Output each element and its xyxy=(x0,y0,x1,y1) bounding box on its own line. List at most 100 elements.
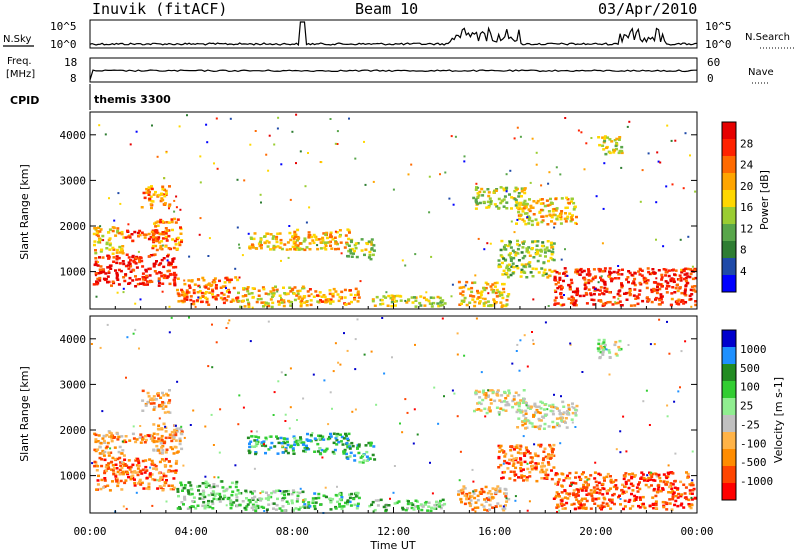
heatmap-cell xyxy=(416,433,419,436)
heatmap-cell xyxy=(595,491,599,494)
heatmap-cell xyxy=(390,294,394,297)
heatmap-cell xyxy=(120,466,124,470)
heatmap-cell xyxy=(399,295,403,298)
heatmap-cell xyxy=(278,246,282,249)
heatmap-cell xyxy=(542,271,546,274)
heatmap-cell xyxy=(531,458,534,461)
heatmap-cell xyxy=(291,245,295,249)
heatmap-cell xyxy=(207,287,211,290)
heatmap-cell xyxy=(531,275,535,278)
heatmap-cell xyxy=(201,504,205,508)
heatmap-cell xyxy=(414,305,418,308)
heatmap-cell xyxy=(549,243,553,247)
heatmap-cell xyxy=(556,407,559,410)
heatmap-cell xyxy=(206,482,210,485)
heatmap-cell xyxy=(254,441,258,445)
heatmap-cell xyxy=(165,221,169,224)
nsky-tick-top: 10^5 xyxy=(50,20,77,33)
heatmap-cell xyxy=(267,320,270,323)
heatmap-cell xyxy=(108,431,112,434)
heatmap-cell xyxy=(525,202,529,206)
heatmap-cell xyxy=(414,299,418,302)
heatmap-cell xyxy=(247,301,251,305)
heatmap-cell xyxy=(659,161,662,164)
heatmap-cell xyxy=(277,303,281,306)
heatmap-cell xyxy=(672,278,676,281)
heatmap-cell xyxy=(246,298,249,302)
heatmap-cell xyxy=(343,448,347,452)
heatmap-cell xyxy=(358,460,362,464)
heatmap-cell xyxy=(495,393,499,397)
heatmap-cell xyxy=(674,269,678,272)
heatmap-cell xyxy=(427,501,431,504)
heatmap-cell xyxy=(128,276,132,280)
nsearch-label: N.Search xyxy=(745,32,790,43)
heatmap-cell xyxy=(546,276,550,279)
heatmap-cell xyxy=(138,259,141,262)
heatmap-cell xyxy=(617,277,621,280)
colorbar-segment xyxy=(722,347,736,364)
heatmap-cell xyxy=(448,197,451,200)
heatmap-cell xyxy=(598,489,602,492)
heatmap-cell xyxy=(202,501,206,504)
heatmap-cell xyxy=(593,502,597,505)
heatmap-cell xyxy=(619,347,623,351)
heatmap-cell xyxy=(183,282,187,286)
heatmap-cell xyxy=(317,238,321,241)
heatmap-cell xyxy=(480,371,483,374)
heatmap-cell xyxy=(439,506,443,510)
heatmap-cell xyxy=(216,167,219,170)
heatmap-cell xyxy=(250,430,253,433)
heatmap-cell xyxy=(237,423,240,426)
heatmap-cell xyxy=(312,295,316,298)
heatmap-cell xyxy=(551,448,555,451)
heatmap-cell xyxy=(511,464,515,467)
heatmap-cell xyxy=(210,413,213,416)
heatmap-cell xyxy=(597,136,601,139)
heatmap-cell xyxy=(546,473,550,477)
heatmap-cell xyxy=(482,287,486,290)
heatmap-cell xyxy=(497,259,501,262)
heatmap-cell xyxy=(105,247,109,250)
heatmap-cell xyxy=(690,498,694,501)
heatmap-cell xyxy=(301,287,305,290)
heatmap-cell xyxy=(225,487,229,491)
heatmap-cell xyxy=(254,500,258,504)
heatmap-cell xyxy=(679,276,683,280)
heatmap-cell xyxy=(205,123,208,126)
heatmap-cell xyxy=(329,435,333,438)
heatmap-cell xyxy=(256,298,260,301)
heatmap-cell xyxy=(154,237,158,241)
heatmap-cell xyxy=(218,500,222,503)
heatmap-cell xyxy=(296,419,298,421)
heatmap-cell xyxy=(558,495,561,498)
heatmap-cell xyxy=(512,395,516,398)
heatmap-cell xyxy=(192,289,196,292)
heatmap-cell xyxy=(115,248,119,252)
heatmap-cell xyxy=(474,389,478,393)
heatmap-cell xyxy=(107,462,111,465)
heatmap-cell xyxy=(183,495,187,499)
heatmap-cell xyxy=(535,163,538,166)
heatmap-cell xyxy=(523,212,527,215)
heatmap-cell xyxy=(286,292,290,295)
heatmap-cell xyxy=(642,400,645,403)
heatmap-cell xyxy=(655,277,658,280)
heatmap-cell xyxy=(349,289,352,292)
heatmap-cell xyxy=(116,256,120,260)
heatmap-cell xyxy=(254,451,258,454)
heatmap-cell xyxy=(557,478,561,481)
heatmap-cell xyxy=(109,451,113,454)
heatmap-cell xyxy=(331,300,335,303)
heatmap-cell xyxy=(389,296,393,300)
heatmap-cell xyxy=(282,437,286,440)
heatmap-cell xyxy=(122,464,126,467)
heatmap-cell xyxy=(615,486,619,490)
heatmap-cell xyxy=(288,225,291,227)
heatmap-cell xyxy=(582,486,586,489)
heatmap-cell xyxy=(547,259,550,263)
heatmap-cell xyxy=(267,304,271,308)
heatmap-cell xyxy=(148,398,152,401)
heatmap-cell xyxy=(557,272,561,275)
heatmap-cell xyxy=(517,417,521,420)
